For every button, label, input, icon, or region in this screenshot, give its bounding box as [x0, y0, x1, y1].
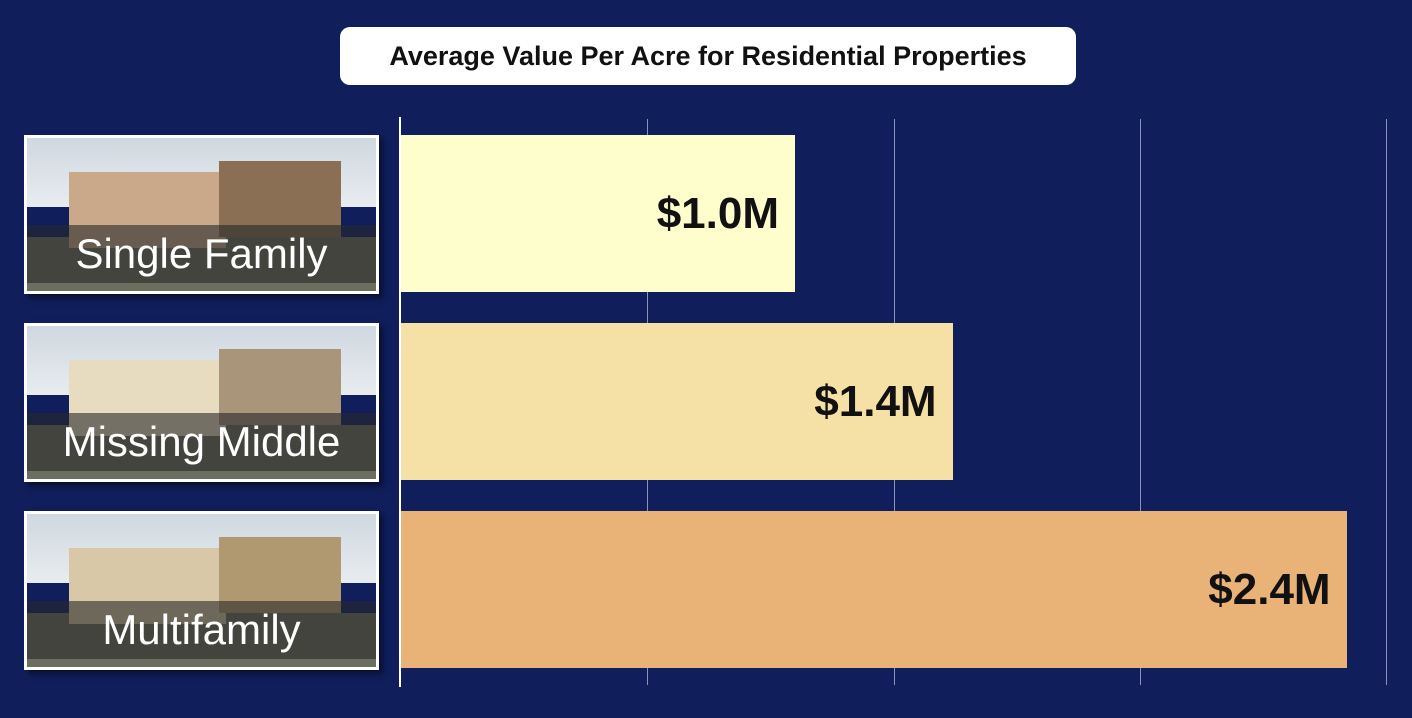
chart-title: Average Value Per Acre for Residential P… [340, 27, 1076, 85]
category-photo: Single Family [24, 135, 379, 294]
category-photo: Multifamily [24, 511, 379, 670]
y-axis-line [399, 117, 401, 687]
gridline [1386, 119, 1387, 685]
gridline [1139, 119, 1141, 685]
bar: $1.0M [401, 135, 795, 292]
bar-value-label: $1.4M [814, 376, 937, 426]
category-label: Multifamily [27, 601, 376, 659]
category-label: Missing Middle [27, 413, 376, 471]
bar: $1.4M [401, 323, 953, 480]
bar-value-label: $1.0M [656, 188, 779, 238]
bar: $2.4M [401, 511, 1347, 668]
bar-value-label: $2.4M [1208, 564, 1331, 614]
category-label: Single Family [27, 225, 376, 283]
category-photo: Missing Middle [24, 323, 379, 482]
